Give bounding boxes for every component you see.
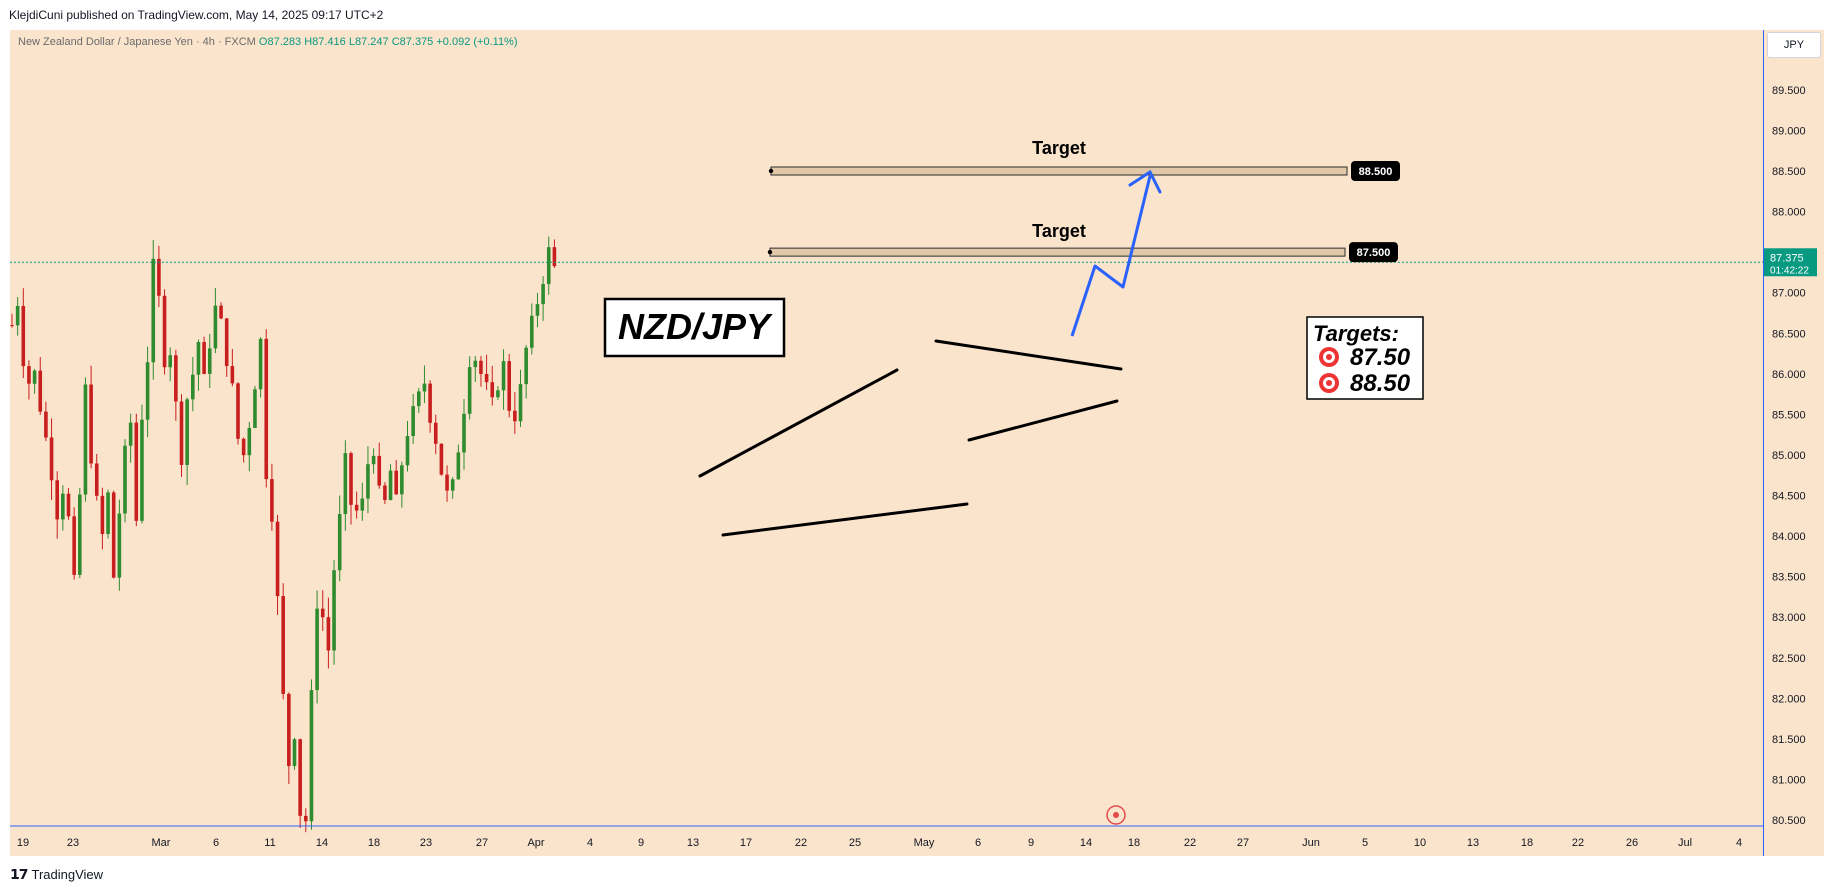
tradingview-logo[interactable]: 𝟭𝟳 TradingView [10,866,103,883]
brand-label: TradingView [31,867,104,882]
legend-high: H87.416 [304,36,346,48]
publish-bar: KlejdiCuni published on TradingView.com,… [0,0,1835,26]
publish-info: KlejdiCuni published on TradingView.com,… [9,8,384,22]
currency-button[interactable]: JPY [1767,32,1821,58]
symbol-legend: New Zealand Dollar / Japanese Yen · 4h ·… [18,36,518,48]
legend-symbol: New Zealand Dollar / Japanese Yen · 4h ·… [18,36,256,48]
legend-change: +0.092 (+0.11%) [436,36,518,48]
price-axis[interactable] [1763,30,1824,856]
chart-area[interactable] [10,30,1763,856]
tradingview-logo-icon: 𝟭𝟳 [10,866,29,882]
legend-low: L87.247 [348,36,389,48]
legend-close: C87.375 [391,36,434,48]
legend-open: O87.283 [258,36,302,48]
